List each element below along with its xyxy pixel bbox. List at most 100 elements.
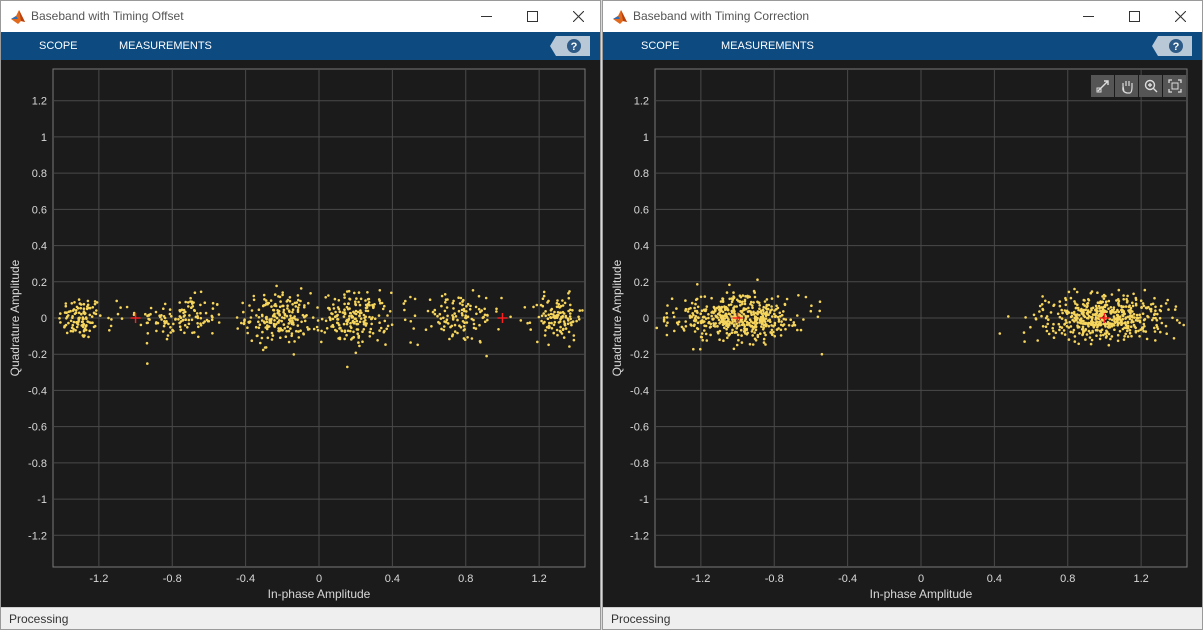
tab-scope[interactable]: SCOPE <box>39 40 78 52</box>
data-point <box>567 292 570 295</box>
data-point <box>751 304 754 307</box>
data-point <box>671 311 675 314</box>
data-point <box>440 327 443 331</box>
data-point <box>769 331 772 334</box>
title-bar[interactable]: Baseband with Timing Offset <box>1 1 600 32</box>
data-point <box>110 318 113 321</box>
fit-to-view-button[interactable] <box>1163 75 1186 97</box>
data-point <box>184 310 187 314</box>
data-point <box>539 303 543 307</box>
data-point <box>718 338 721 342</box>
tab-measurements[interactable]: MEASUREMENTS <box>119 40 212 52</box>
data-point <box>1152 316 1155 320</box>
data-point <box>708 326 712 329</box>
minimize-button[interactable] <box>1065 1 1111 32</box>
pan-button[interactable] <box>1115 75 1138 97</box>
data-point <box>765 298 769 301</box>
help-button[interactable]: ? <box>550 36 590 56</box>
data-point <box>169 326 172 329</box>
data-point <box>542 321 545 325</box>
data-point <box>82 317 85 321</box>
data-point <box>265 327 269 331</box>
plot-area[interactable]: -1.2 -0.8 -0.4 0 0.4 0.8 1.2 1.2 1 0.8 0.6 0.4 0.2 0 -… <box>603 60 1202 608</box>
data-point <box>725 291 729 294</box>
data-point <box>769 320 772 324</box>
data-point <box>353 291 356 295</box>
matlab-logo-icon <box>613 10 627 24</box>
data-point <box>739 314 742 317</box>
maximize-button[interactable] <box>1111 1 1157 32</box>
title-bar[interactable]: Baseband with Timing Correction <box>603 1 1202 32</box>
data-point <box>1122 294 1125 297</box>
data-point <box>1159 330 1162 334</box>
data-point <box>728 297 731 301</box>
data-point <box>296 318 299 322</box>
data-point <box>71 323 75 327</box>
data-point <box>1153 296 1156 300</box>
close-button[interactable] <box>1157 1 1202 32</box>
data-point <box>544 329 547 332</box>
plot-area[interactable]: -1.2 -0.8 -0.4 0 0.4 0.8 1.2 1.2 1 0.8 0.6 0.4 0.2 0 -… <box>1 60 600 608</box>
y-tick-label: -1 <box>639 494 649 506</box>
data-point <box>816 315 820 319</box>
data-point <box>306 326 309 329</box>
constellation-plot[interactable]: -1.2 -0.8 -0.4 0 0.4 0.8 1.2 1.2 1 0.8 0.6 0.4 0.2 0 -… <box>1 60 600 609</box>
constellation-plot[interactable]: -1.2 -0.8 -0.4 0 0.4 0.8 1.2 1.2 1 0.8 0.6 0.4 0.2 0 -… <box>603 60 1202 609</box>
data-point <box>758 307 761 310</box>
data-point <box>695 297 699 301</box>
data-point <box>299 329 302 333</box>
data-point <box>443 309 447 313</box>
data-point <box>1080 319 1083 323</box>
data-point <box>1124 321 1127 324</box>
data-point <box>343 337 347 341</box>
zoom-in-button[interactable] <box>1139 75 1162 97</box>
data-point <box>758 304 761 307</box>
data-point <box>690 301 694 305</box>
data-point <box>662 318 666 322</box>
data-point <box>295 329 298 333</box>
data-point <box>732 291 735 294</box>
data-point <box>735 343 739 347</box>
tab-measurements[interactable]: MEASUREMENTS <box>721 40 814 52</box>
data-point <box>320 317 324 321</box>
help-button[interactable]: ? <box>1152 36 1192 56</box>
data-point <box>552 323 556 327</box>
data-point <box>523 306 527 309</box>
x-tick-label: 0.8 <box>458 573 473 585</box>
x-tick-label: -1.2 <box>691 573 710 585</box>
data-point <box>746 314 750 318</box>
data-point <box>782 310 785 313</box>
data-point <box>291 303 294 306</box>
svg-text:?: ? <box>571 41 578 53</box>
data-point <box>203 301 207 304</box>
data-point <box>1065 321 1068 324</box>
data-point <box>211 301 215 305</box>
data-point <box>462 307 466 311</box>
y-tick-label: 1.2 <box>32 96 47 108</box>
data-point <box>544 314 547 318</box>
data-point <box>758 318 762 322</box>
data-point <box>91 321 94 325</box>
close-button[interactable] <box>555 1 600 32</box>
maximize-button[interactable] <box>509 1 555 32</box>
data-point <box>273 315 277 318</box>
y-tick-label: 1.2 <box>634 96 649 108</box>
minimize-button[interactable] <box>463 1 509 32</box>
data-point <box>466 315 470 318</box>
data-point <box>409 320 413 323</box>
tab-scope[interactable]: SCOPE <box>641 40 680 52</box>
data-point <box>482 315 485 319</box>
data-point <box>1138 320 1142 324</box>
data-point <box>779 315 782 318</box>
data-point <box>1107 299 1111 303</box>
data-point <box>1087 299 1091 302</box>
data-point <box>775 328 779 331</box>
y-tick-label: 0 <box>643 313 649 325</box>
data-point <box>107 316 110 320</box>
data-point <box>64 304 68 308</box>
data-point <box>283 312 287 316</box>
data-cursor-button[interactable] <box>1091 75 1114 97</box>
data-point <box>390 291 393 295</box>
data-point <box>1074 302 1077 305</box>
data-point <box>735 322 738 326</box>
